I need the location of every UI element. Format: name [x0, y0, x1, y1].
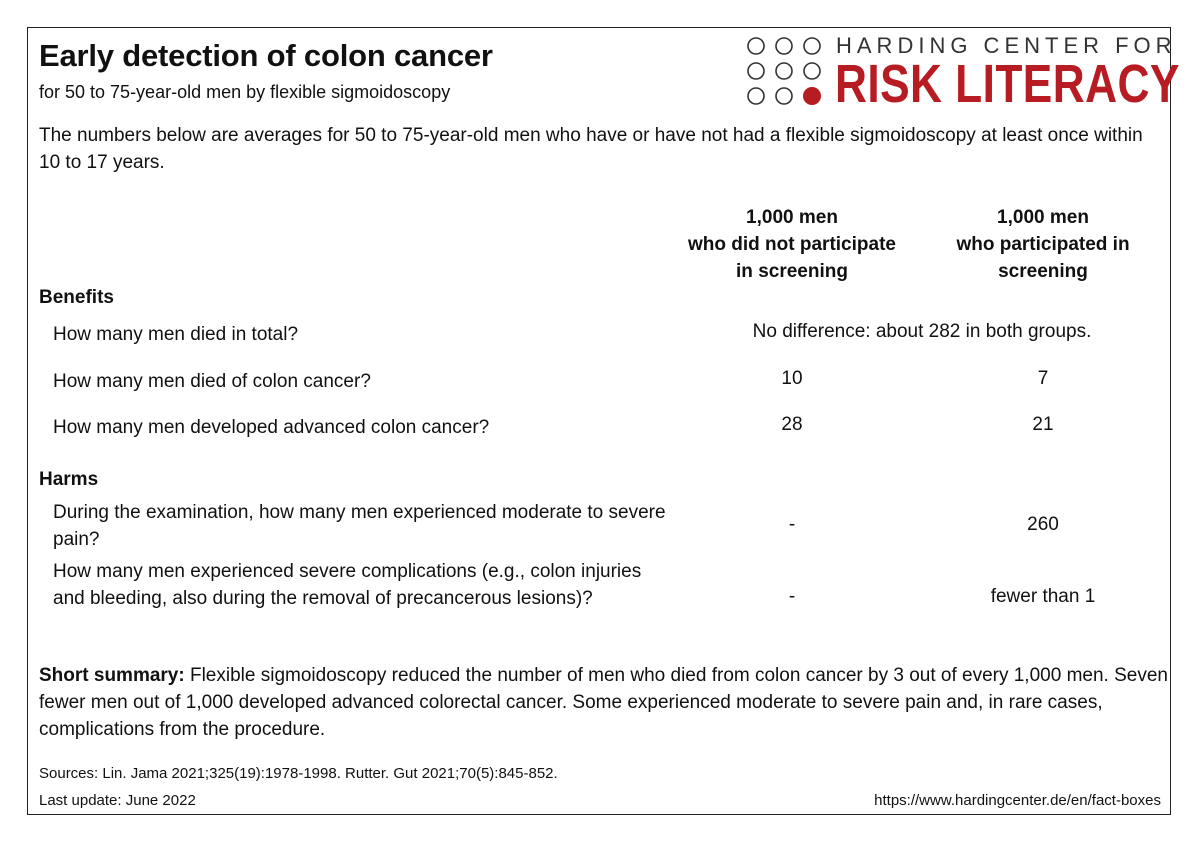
summary-label: Short summary:	[39, 665, 185, 686]
harding-center-logo: HARDING CENTER FOR RISK LITERACY	[746, 33, 1179, 114]
logo-line-2: RISK LITERACY	[835, 54, 1180, 114]
column-header-non-participants: 1,000 men who did not participate in scr…	[672, 204, 912, 285]
column-header-line: screening	[998, 261, 1088, 282]
fact-box-frame	[27, 27, 1171, 815]
merged-value-total-deaths: No difference: about 282 in both groups.	[752, 321, 1092, 342]
column-header-participants: 1,000 men who participated in screening	[923, 204, 1163, 285]
column-header-line: in screening	[736, 261, 848, 282]
value-participants: fewer than 1	[990, 586, 1096, 607]
value-non-participants: 10	[781, 368, 803, 389]
benefit-question-advanced-cancer: How many men developed advanced colon ca…	[53, 417, 490, 438]
column-header-line: 1,000 men	[746, 207, 838, 228]
value-non-participants: -	[788, 514, 796, 535]
column-header-line: who participated in	[956, 234, 1130, 255]
short-summary: Short summary: Flexible sigmoidoscopy re…	[39, 662, 1169, 743]
value-non-participants: 28	[781, 414, 803, 435]
value-participants: 260	[1027, 514, 1059, 535]
logo-line-1: HARDING CENTER FOR	[836, 33, 1177, 58]
value-participants: 7	[1037, 368, 1049, 389]
harm-question-pain: During the examination, how many men exp…	[53, 502, 666, 550]
sources-note: Sources: Lin. Jama 2021;325(19):1978-199…	[39, 765, 558, 782]
page-subtitle: for 50 to 75-year-old men by flexible si…	[39, 82, 451, 102]
benefit-question-total-deaths: How many men died in total?	[53, 324, 299, 345]
summary-text: Flexible sigmoidoscopy reduced the numbe…	[39, 665, 1168, 740]
logo-dots-icon	[747, 37, 821, 105]
source-url: https://www.hardingcenter.de/en/fact-box…	[874, 792, 1161, 809]
benefit-question-colon-cancer-deaths: How many men died of colon cancer?	[53, 371, 371, 392]
intro-text: The numbers below are averages for 50 to…	[39, 125, 1143, 173]
harms-heading: Harms	[39, 469, 99, 490]
value-non-participants: -	[788, 586, 796, 607]
column-header-line: who did not participate	[688, 234, 896, 255]
harm-question-complications: How many men experienced severe complica…	[53, 561, 642, 609]
page-title: Early detection of colon cancer	[39, 38, 493, 73]
benefits-heading: Benefits	[39, 287, 114, 308]
last-update: Last update: June 2022	[39, 792, 196, 809]
value-participants: 21	[1032, 414, 1054, 435]
column-header-line: 1,000 men	[997, 207, 1089, 228]
